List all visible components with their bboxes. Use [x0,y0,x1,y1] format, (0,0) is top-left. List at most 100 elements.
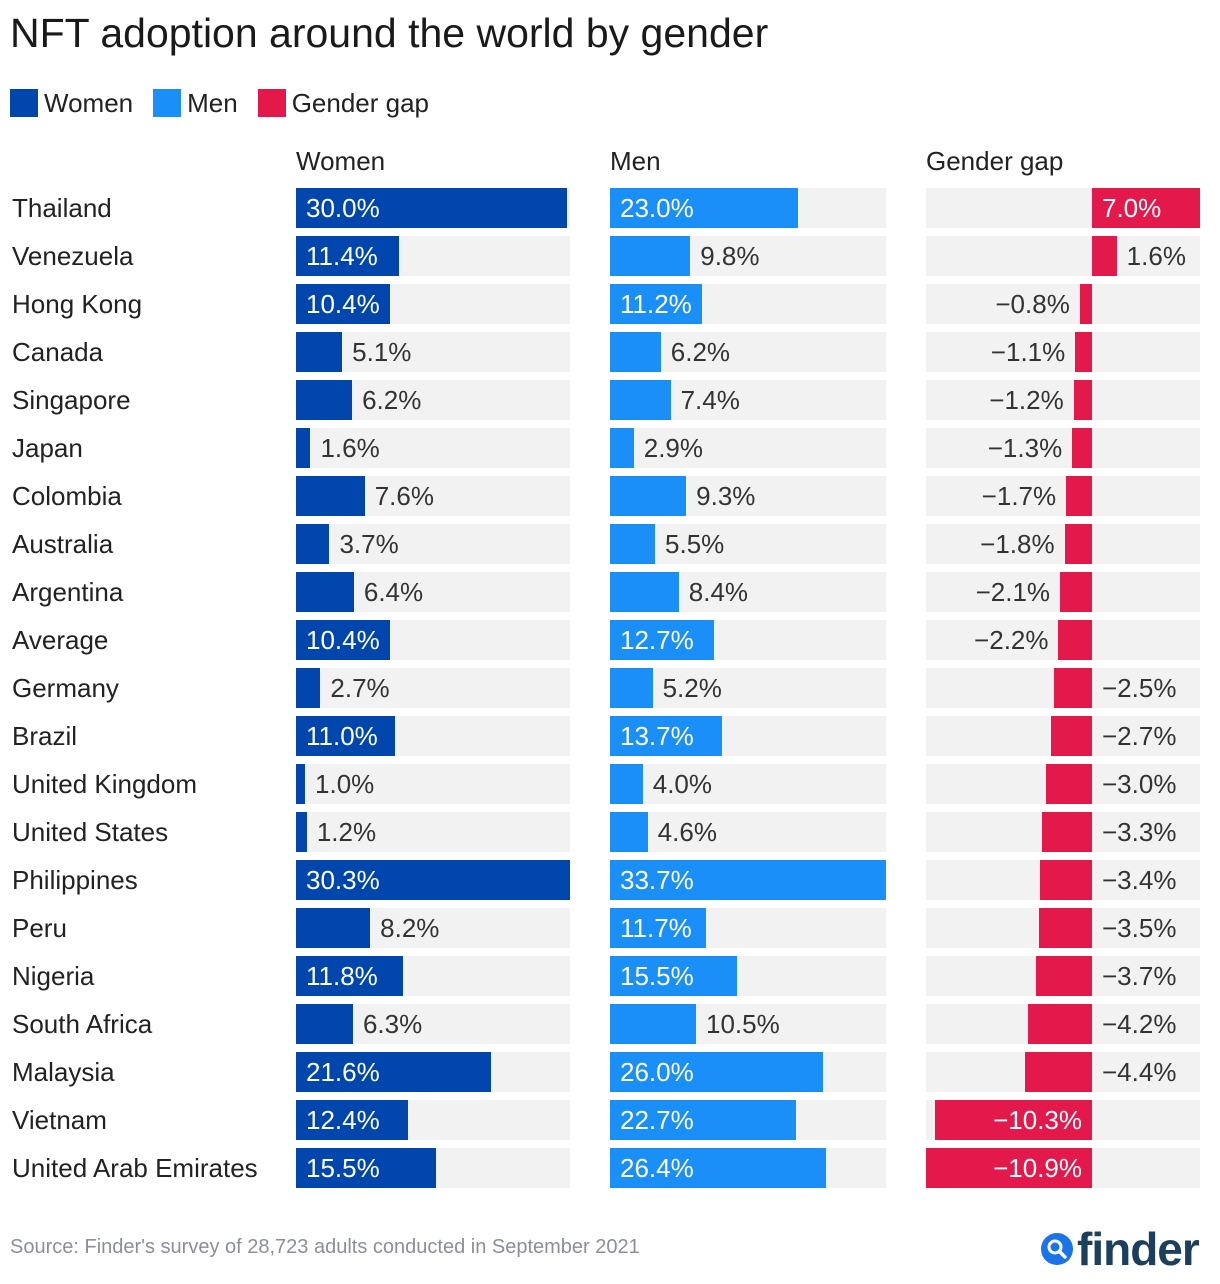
women-bar [296,284,391,324]
gap-bar [1028,1004,1092,1044]
men-track [610,668,886,708]
country-label: Colombia [12,481,122,511]
men-value-label: 9.8% [700,241,760,271]
gap-value-label: −3.3% [1102,817,1177,847]
men-bar [610,956,737,996]
men-bar [610,332,661,372]
legend-label-women: Women [44,87,134,118]
men-bar [610,428,634,468]
gap-bar [1092,236,1117,276]
women-bar [296,812,307,852]
gap-track [926,284,1200,324]
men-bar [610,812,648,852]
men-value-label: 6.2% [670,337,731,367]
men-value-label: 23.0% [620,193,694,223]
country-label: United Kingdom [12,769,197,799]
women-track [296,764,570,804]
chart-title: NFT adoption around the world by gender [10,10,769,56]
men-track [610,764,886,804]
country-label: Malaysia [12,1057,115,1087]
women-value-label: 5.1% [352,337,412,367]
gap-bar [1060,572,1092,612]
country-label: Vietnam [12,1105,107,1135]
men-track [610,428,886,468]
chart-row: Australia 3.7% 5.5% −1.8% [0,524,1220,564]
women-value-label: 1.2% [316,817,377,847]
women-bar [296,860,570,900]
men-track [610,524,886,564]
chart-row: Malaysia 21.6% 26.0% −4.4% [0,1052,1220,1092]
women-value-label: 30.0% [306,193,380,223]
gap-value-label: −1.1% [990,337,1066,367]
gap-bar [1092,188,1200,228]
country-label: Japan [12,433,83,463]
gap-value-label: 1.6% [1126,241,1186,271]
women-bar [296,236,400,276]
column-header-gap: Gender gap [926,146,1064,176]
women-value-label: 6.4% [363,577,424,607]
men-bar [610,476,687,516]
men-bar [610,620,714,660]
country-label: Germany [12,673,119,703]
gap-value-label: −2.1% [975,577,1051,607]
women-track [296,668,570,708]
gap-value-label: −2.7% [1102,721,1177,751]
country-label: Australia [12,529,114,559]
women-value-label: 11.8% [306,961,378,991]
country-label: Peru [12,913,67,943]
women-value-label: 12.4% [306,1105,380,1135]
legend: Women Men Gender gap [10,86,449,120]
gap-bar [1079,284,1092,324]
men-value-label: 33.7% [620,865,694,895]
men-value-label: 12.7% [620,625,694,655]
country-label: Thailand [12,193,112,223]
gap-bar [1066,476,1092,516]
country-label: Venezuela [12,241,134,271]
chart-row: Brazil 11.0% 13.7% −2.7% [0,716,1220,756]
gap-value-label: −1.7% [981,481,1057,511]
men-value-label: 5.5% [665,529,725,559]
gap-bar [1053,668,1092,708]
chart-row: Nigeria 11.8% 15.5% −3.7% [0,956,1220,996]
country-label: Singapore [12,385,131,415]
women-bar [296,1052,492,1092]
gap-bar [1073,380,1092,420]
gap-bar [1038,908,1092,948]
women-bar [296,956,403,996]
chart-row: Hong Kong 10.4% 11.2% −0.8% [0,284,1220,324]
chart-row: United Arab Emirates 15.5% 26.4% −10.9% [0,1148,1220,1188]
women-value-label: 10.4% [306,289,380,319]
men-bar [610,716,723,756]
legend-label-men: Men [187,87,238,118]
chart-row: Argentina 6.4% 8.4% −2.1% [0,572,1220,612]
men-bar [610,764,643,804]
gap-bar [1040,860,1092,900]
women-value-label: 10.4% [306,625,380,655]
men-bar [610,380,671,420]
men-value-label: 10.5% [705,1009,780,1039]
gap-bar [1035,956,1092,996]
legend-item-gap: Gender gap [257,88,429,119]
women-bar [296,476,365,516]
women-value-label: 11.0% [306,721,378,751]
gap-value-label: −1.3% [987,433,1063,463]
women-value-label: 15.5% [306,1153,380,1183]
legend-swatch-men [153,89,182,117]
women-track [296,812,570,852]
women-bar [296,380,353,420]
women-bar [296,620,391,660]
men-bar [610,524,656,564]
chart-row: United States 1.2% 4.6% −3.3% [0,812,1220,852]
men-value-label: 11.7% [620,913,692,943]
gap-bar [1058,620,1092,660]
men-value-label: 5.2% [662,673,722,703]
chart-row: Average 10.4% 12.7% −2.2% [0,620,1220,660]
women-value-label: 6.2% [362,385,422,415]
gap-value-label: −3.5% [1102,913,1177,943]
gap-bar [1024,1052,1092,1092]
women-value-label: 11.4% [306,241,378,271]
men-value-label: 15.5% [620,961,694,991]
gap-value-label: −0.8% [995,289,1070,319]
chart-row: Thailand 30.0% 23.0% 7.0% [0,188,1220,228]
